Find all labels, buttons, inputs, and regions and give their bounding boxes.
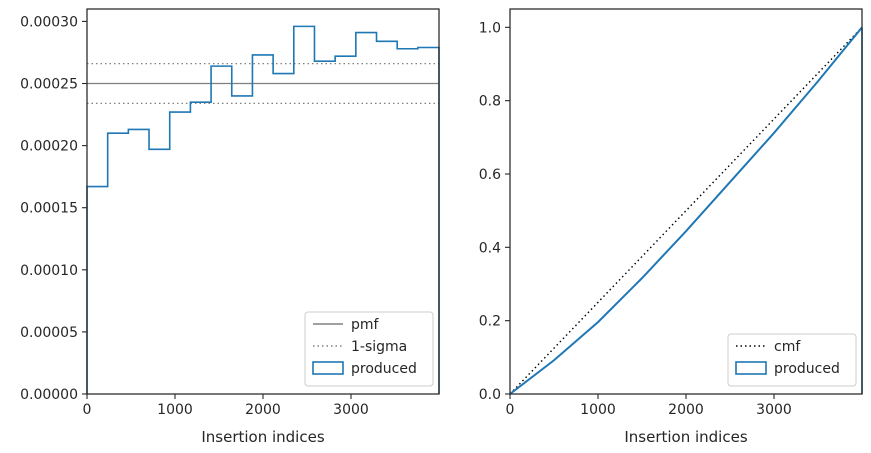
- x-tick-label: 0: [506, 402, 515, 418]
- y-tick-label: 0.00010: [20, 263, 78, 279]
- legend-label: produced: [351, 361, 417, 377]
- x-tick-label: 1000: [580, 402, 616, 418]
- y-tick-label: 0.4: [479, 240, 501, 256]
- y-tick-label: 0.00015: [20, 201, 78, 217]
- legend-box: [304, 311, 434, 387]
- chart-panel-2: 0 1000 2000 3000 0.0 0.2 0.4 0.6 0.8 1.0 Insertion…: [479, 8, 863, 446]
- y-tick-label: 0.00025: [20, 77, 78, 93]
- x-tick-label: 2000: [668, 402, 704, 418]
- x-tick-label: 0: [83, 402, 92, 418]
- legend-label: 1-sigma: [351, 339, 407, 355]
- y-tick-label: 0.00000: [20, 387, 78, 403]
- y-tick-label: 0.6: [479, 167, 501, 183]
- legend: cmf produced: [727, 333, 857, 387]
- legend: pmf 1-sigma produced: [304, 311, 434, 387]
- y-tick-label: 0.8: [479, 94, 501, 110]
- y-tick-label: 1.0: [479, 20, 501, 36]
- y-tick-label: 0.0: [479, 387, 501, 403]
- line-produced: [509, 26, 863, 395]
- legend-box: [727, 333, 857, 387]
- x-tick-label: 3000: [333, 402, 369, 418]
- x-axis-label: Insertion indices: [201, 428, 324, 446]
- y-tick-label: 0.00030: [20, 14, 78, 30]
- legend-swatch-produced: [735, 361, 767, 375]
- histogram-produced: [86, 25, 440, 394]
- x-tick-label: 2000: [245, 402, 281, 418]
- y-tick-label: 0.2: [479, 314, 501, 330]
- legend-label: pmf: [351, 317, 380, 333]
- x-axis-label: Insertion indices: [624, 428, 747, 446]
- y-tick-label: 0.00005: [20, 325, 78, 341]
- x-tick-label: 1000: [157, 402, 193, 418]
- legend-label: produced: [774, 361, 840, 377]
- y-tick-label: 0.00020: [20, 139, 78, 155]
- legend-swatch-produced: [312, 361, 344, 375]
- x-tick-label: 3000: [756, 402, 792, 418]
- chart-panel-1: 0 1000 2000 3000 0.00000 0.00005 0.00010 0.0001…: [20, 8, 440, 446]
- line-cmf: [509, 26, 863, 395]
- legend-label: cmf: [774, 339, 801, 355]
